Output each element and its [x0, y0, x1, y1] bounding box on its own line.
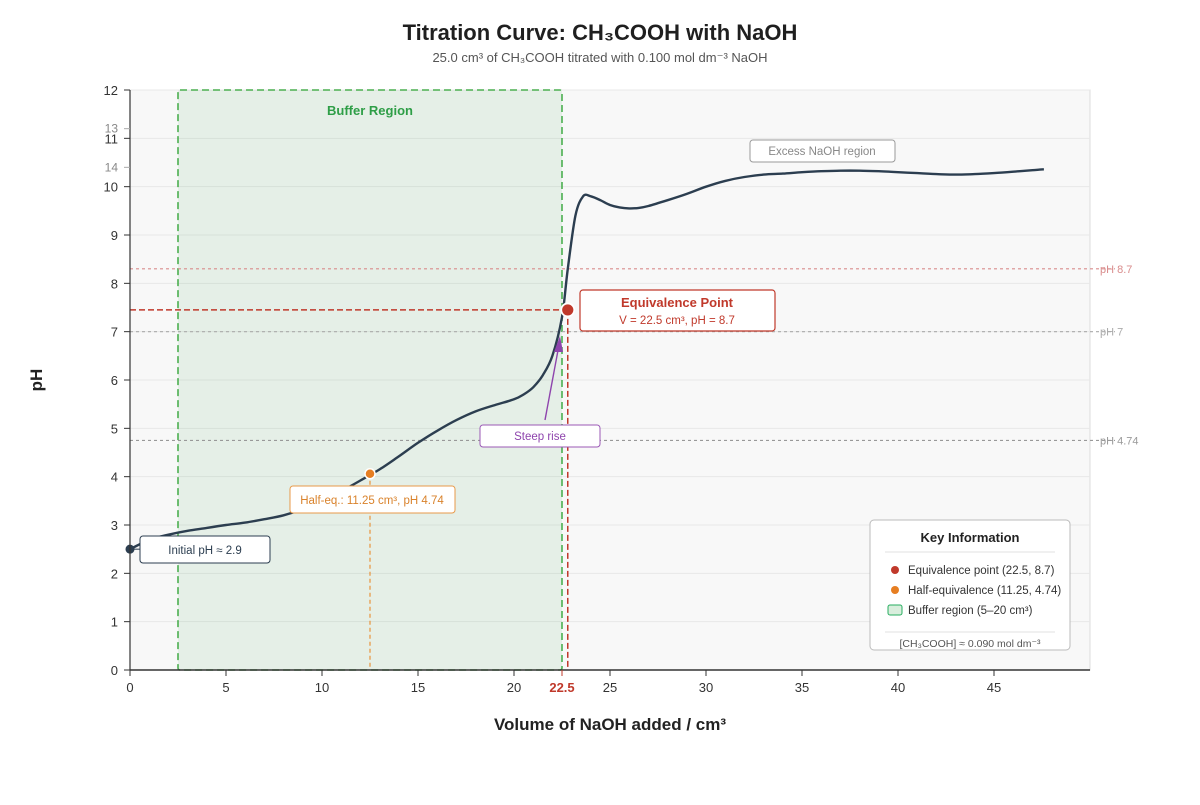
chart-title: Titration Curve: CH₃COOH with NaOH [403, 20, 798, 45]
x-tick-label-25: 25 [603, 680, 617, 695]
steep-rise-label: Steep rise [514, 431, 566, 443]
excess-label: Excess NaOH region [768, 146, 875, 158]
x-tick-label-35: 35 [795, 680, 809, 695]
legend-marker-0 [891, 566, 899, 574]
y-tick-label-5: 5 [111, 421, 118, 436]
buffer-region [177, 89, 563, 671]
legend: Key Information Equivalence point (22.5, … [869, 519, 1071, 651]
x-tick-label-45: 45 [987, 680, 1001, 695]
steep-rise-box [479, 424, 601, 448]
excess-box [749, 139, 896, 163]
x-tick-label-20: 20 [507, 680, 521, 695]
initial-label-box [139, 535, 271, 564]
y-tick-label-2: 2 [111, 566, 118, 581]
x-tick-label-22.5: 22.5 [549, 680, 574, 695]
x-tick-label-15: 15 [411, 680, 425, 695]
legend-item-label-2: Buffer region (5–20 cm³) [908, 605, 1033, 617]
y-tick-label-6: 6 [111, 373, 118, 388]
steep-rise-arrow [544, 344, 560, 421]
legend-item-label-1: Half-equivalence (11.25, 4.74) [908, 585, 1061, 597]
y-tick-label-4: 4 [111, 470, 118, 485]
half-equivalence-marker [364, 468, 376, 480]
y-tick-label-7: 7 [111, 325, 118, 340]
annotation-layer: Initial pH ≈ 2.9 Half-eq.: 11.25 cm³, pH … [130, 139, 896, 564]
buffer-region-layer: Buffer Region [177, 89, 563, 671]
initial-label: Initial pH ≈ 2.9 [168, 545, 241, 557]
equivalence-detail: V = 22.5 cm³, pH = 8.7 [619, 315, 735, 327]
legend-note: [CH₃COOH] ≈ 0.090 mol dm⁻³ [899, 638, 1041, 650]
legend-item-label-0: Equivalence point (22.5, 8.7) [908, 565, 1055, 577]
x-axis-label: Volume of NaOH added / cm³ [494, 715, 726, 734]
steep-rise-arrowhead [554, 336, 563, 352]
y-tick-label-11: 11 [105, 131, 119, 146]
y-tick-label-10: 10 [104, 180, 118, 195]
equivalence-marker [560, 302, 576, 318]
reference-lines: pH 8.7 pH 7 pH 4.74 [130, 264, 1139, 447]
y-ghost-tick-label-13: 13 [105, 122, 119, 136]
y-tick-label-9: 9 [111, 228, 118, 243]
point-layer [125, 302, 576, 554]
y-tick-label-1: 1 [111, 615, 118, 630]
x-tick-label-10: 10 [315, 680, 329, 695]
reference-line-label-0: pH 8.7 [1100, 264, 1132, 276]
y-axis-label: pH [27, 369, 46, 392]
x-tick-label-5: 5 [222, 680, 229, 695]
x-tick-label-40: 40 [891, 680, 905, 695]
guide-lines [130, 309, 569, 670]
chart-subtitle: 25.0 cm³ of CH₃COOH titrated with 0.100 … [432, 50, 767, 65]
buffer-region-label: Buffer Region [327, 103, 413, 118]
equivalence-label: Equivalence Point [621, 295, 734, 310]
y-tick-label-3: 3 [111, 518, 118, 533]
legend-title: Key Information [921, 530, 1020, 545]
y-ghost-tick-label-14: 14 [105, 160, 119, 174]
half-eq-label: Half-eq.: 11.25 cm³, pH 4.74 [300, 495, 444, 507]
y-tick-label-12: 12 [104, 83, 118, 98]
equivalence-label-box [579, 289, 776, 332]
reference-line-label-2: pH 4.74 [1100, 435, 1139, 447]
x-tick-label-0: 0 [126, 680, 133, 695]
legend-marker-1 [891, 586, 899, 594]
y-tick-label-8: 8 [111, 276, 118, 291]
legend-marker-2 [887, 604, 903, 616]
reference-line-label-1: pH 7 [1100, 327, 1123, 339]
y-tick-label-0: 0 [111, 663, 118, 678]
half-eq-label-box [289, 485, 456, 514]
x-tick-label-30: 30 [699, 680, 713, 695]
